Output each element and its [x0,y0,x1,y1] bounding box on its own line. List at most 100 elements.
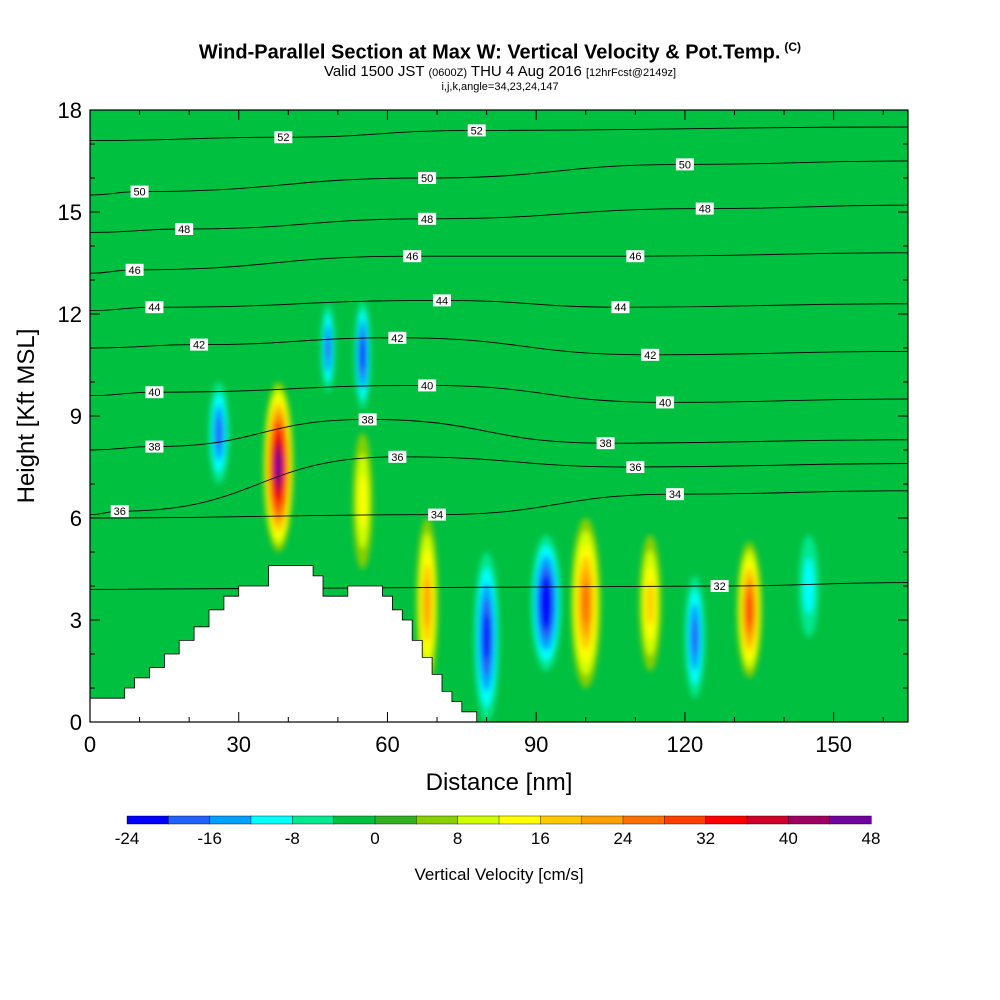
contour-label-text: 50 [679,159,691,171]
colorbar-title: Vertical Velocity [cm/s] [414,865,583,884]
colorbar-swatch [126,815,169,825]
velocity-cell [798,535,819,637]
theta-contour-label: 44 [145,301,164,314]
contour-label-box [656,396,675,409]
velocity-cell [354,300,371,410]
velocity-field [208,300,819,722]
theta-contour-label: 38 [358,413,377,426]
contour-label-text: 36 [629,462,641,474]
velocity-cell [531,535,561,671]
contour-label-box [695,202,714,215]
contour-label-box [145,440,164,453]
velocity-cell [570,518,601,688]
colorbar-tick-label: 24 [614,829,633,848]
theta-contour-label: 38 [596,437,615,450]
velocity-contour [275,451,282,483]
contour-label-text: 52 [277,132,289,144]
contour-label-box [388,450,407,463]
theta-contour-label: 46 [403,250,422,263]
colorbar-swatch [333,815,376,825]
terrain-layer [90,565,478,722]
x-tick-label: 0 [84,732,96,757]
colorbar-swatch [457,815,500,825]
velocity-contour [483,613,491,661]
contour-label-box [418,212,437,225]
theta-contour-label: 48 [695,202,714,216]
contour-label-text: 44 [436,295,448,307]
chart-title: Wind-Parallel Section at Max W: Vertical… [0,36,1000,64]
colorbar-tick-label: 48 [862,829,881,848]
x-tick-label: 30 [226,732,250,757]
contour-label-box [428,508,447,521]
theta-contour-label: 34 [665,488,684,501]
contour-label-text: 40 [659,397,671,409]
y-tick-label: 6 [70,506,82,531]
velocity-contour [646,580,654,626]
valid-time-line: Valid 1500 JST (0600Z) THU 4 Aug 2016 [1… [0,62,1000,81]
theta-contour-label: 50 [675,158,694,171]
theta-contour-label: 46 [626,250,645,263]
colorbar-tick-label: 40 [779,829,798,848]
contour-label-text: 48 [699,204,711,216]
contour-label-text: 38 [599,438,611,450]
contour-label-text: 44 [614,302,626,314]
velocity-contour [582,581,590,625]
contour-label-text: 48 [421,214,433,226]
theta-contour-label: 36 [388,450,407,464]
contour-label-text: 50 [421,173,433,185]
colorbar-tick-label: 0 [370,829,379,848]
contour-label-box [175,223,194,235]
theta-contour-label: 50 [130,185,149,199]
theta-contour-label: 34 [428,508,447,522]
x-tick-label: 150 [815,732,852,757]
contour-label-box [665,488,684,501]
contour-label-text: 38 [361,414,373,426]
y-axis-title: Height [Kft MSL] [13,329,40,504]
velocity-cell [208,382,229,484]
chart-title-block: Wind-Parallel Section at Max W: Vertical… [0,36,1000,93]
velocity-cell [321,303,335,393]
y-tick-label: 3 [70,608,82,633]
contour-label-box [403,250,422,263]
contour-label-text: 40 [148,387,160,399]
velocity-contour [803,557,815,615]
velocity-contour [542,586,550,620]
colorbar-swatch [416,815,459,825]
contour-label-box [418,379,437,392]
colorbar-swatch [746,815,789,825]
valid-utc: (0600Z) [428,66,467,79]
colorbar-swatch [498,815,541,825]
x-axis-title: Distance [nm] [426,769,573,796]
contour-label-text: 42 [391,333,403,345]
velocity-cell [684,575,705,699]
velocity-contour [424,579,431,627]
plot-area: 52 52 50 50 50 48 48 48 46 46 46 44 44 44 42 42 42 40 40 40… [89,109,909,723]
contour-label-text: 44 [148,302,160,314]
velocity-cell [639,535,662,671]
contour-label-text: 40 [421,380,433,392]
theta-contour-label: 48 [418,212,437,226]
theta-contour-label: 36 [626,461,645,474]
terrain [90,565,478,722]
theta-contour-label: 40 [656,396,675,409]
valid-time: Valid 1500 JST [323,62,425,80]
colorbar-tick-label: -8 [285,829,300,848]
colorbar-swatch [209,815,252,825]
contour-label-text: 38 [148,442,160,454]
contour-label-text: 46 [629,251,641,263]
colorbar-swatch [581,815,624,825]
theta-contour-label: 44 [432,294,451,307]
contour-label-box [467,124,486,137]
y-tick-label: 12 [58,302,82,327]
x-tick-label: 120 [667,732,704,757]
velocity-cell [416,518,439,688]
colorbar-tick-label: 8 [453,829,462,848]
theta-contour-label: 40 [145,386,164,399]
contour-label-box [611,301,630,314]
contour-label-text: 48 [178,224,190,236]
colorbar-swatch [250,815,293,825]
colorbar-swatch [622,815,665,825]
contour-label-box [418,172,437,184]
theta-contour-line [90,126,908,142]
